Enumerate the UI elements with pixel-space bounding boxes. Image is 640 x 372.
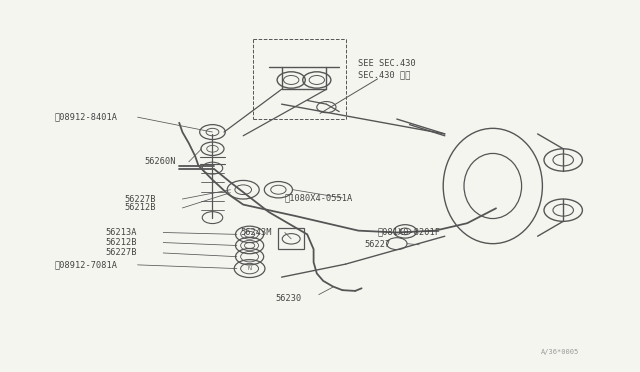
- Text: 56212B: 56212B: [106, 238, 137, 247]
- Text: 56230: 56230: [275, 294, 301, 303]
- Text: 56227B: 56227B: [106, 248, 137, 257]
- Text: 56243M: 56243M: [240, 228, 271, 237]
- Text: ⑂081X0-8201F: ⑂081X0-8201F: [378, 227, 440, 236]
- Text: A/36*0005: A/36*0005: [541, 349, 579, 355]
- Text: 56260N: 56260N: [144, 157, 175, 166]
- Text: ⑂1080X4-0551A: ⑂1080X4-0551A: [285, 193, 353, 202]
- Text: SEC.430 参照: SEC.430 参照: [358, 70, 411, 79]
- Text: 56227B: 56227B: [125, 195, 156, 203]
- Text: 56212B: 56212B: [125, 203, 156, 212]
- Text: N: N: [248, 266, 252, 271]
- Text: ⓝ08912-8401A: ⓝ08912-8401A: [54, 113, 117, 122]
- Text: ⓝ08912-7081A: ⓝ08912-7081A: [54, 260, 117, 269]
- Text: SEE SEC.430: SEE SEC.430: [358, 59, 416, 68]
- Text: 56213A: 56213A: [106, 228, 137, 237]
- Text: 56227: 56227: [365, 240, 391, 249]
